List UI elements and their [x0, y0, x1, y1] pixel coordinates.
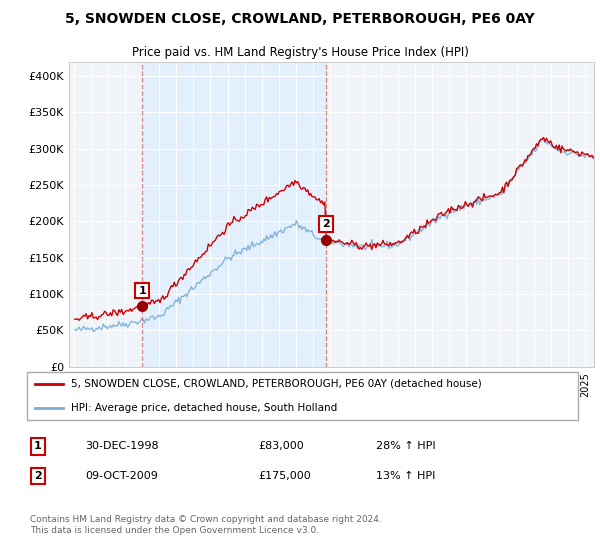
Text: £83,000: £83,000: [259, 441, 304, 451]
Text: HPI: Average price, detached house, South Holland: HPI: Average price, detached house, Sout…: [71, 403, 338, 413]
Text: 2: 2: [322, 219, 330, 228]
Text: 09-OCT-2009: 09-OCT-2009: [85, 471, 158, 481]
FancyBboxPatch shape: [27, 372, 578, 420]
Text: 1: 1: [138, 286, 146, 296]
Text: 28% ↑ HPI: 28% ↑ HPI: [376, 441, 435, 451]
Text: 2: 2: [34, 471, 42, 481]
Text: 5, SNOWDEN CLOSE, CROWLAND, PETERBOROUGH, PE6 0AY (detached house): 5, SNOWDEN CLOSE, CROWLAND, PETERBOROUGH…: [71, 379, 482, 389]
Text: 1: 1: [34, 441, 42, 451]
Bar: [142, 62, 326, 367]
Text: Price paid vs. HM Land Registry's House Price Index (HPI): Price paid vs. HM Land Registry's House …: [131, 46, 469, 59]
Text: 5, SNOWDEN CLOSE, CROWLAND, PETERBOROUGH, PE6 0AY: 5, SNOWDEN CLOSE, CROWLAND, PETERBOROUGH…: [65, 12, 535, 26]
Text: 30-DEC-1998: 30-DEC-1998: [85, 441, 159, 451]
Text: Contains HM Land Registry data © Crown copyright and database right 2024.
This d: Contains HM Land Registry data © Crown c…: [29, 515, 382, 535]
Text: 13% ↑ HPI: 13% ↑ HPI: [376, 471, 435, 481]
Text: £175,000: £175,000: [259, 471, 311, 481]
